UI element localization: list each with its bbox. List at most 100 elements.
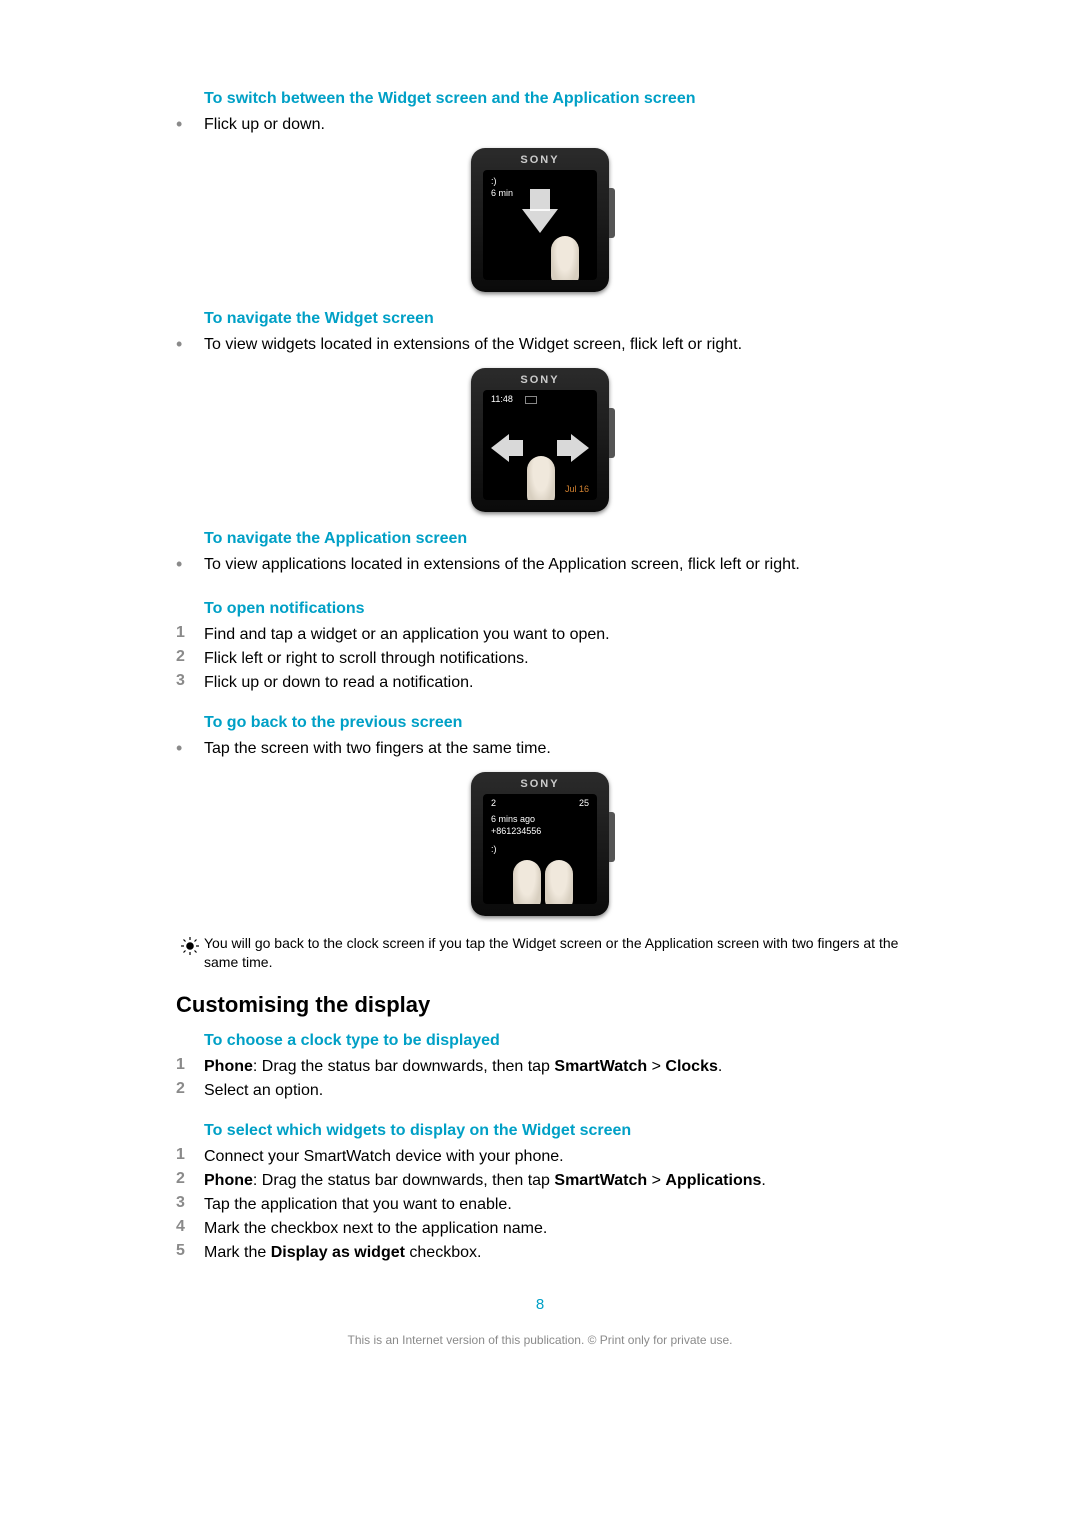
list-item: 1 Find and tap a widget or an applicatio…	[176, 624, 904, 646]
bold-text: SmartWatch	[554, 1172, 647, 1189]
watch-screen: 2 25 6 mins ago +861234556 :)	[483, 794, 597, 904]
step-number: 1	[176, 1056, 204, 1074]
lightbulb-icon	[176, 934, 204, 956]
bullet-icon: •	[176, 554, 204, 574]
step-number: 5	[176, 1242, 204, 1260]
step-number: 3	[176, 1194, 204, 1212]
text: : Drag the status bar downwards, then ta…	[253, 1058, 555, 1075]
arrow-down-icon	[522, 209, 558, 233]
section-title-nav-app: To navigate the Application screen	[204, 530, 904, 548]
list-item: 3 Flick up or down to read a notificatio…	[176, 672, 904, 694]
bullet-item: • Tap the screen with two fingers at the…	[176, 738, 904, 760]
watch-text: 6 min	[491, 188, 513, 198]
section-title-select-widgets: To select which widgets to display on th…	[204, 1122, 904, 1140]
bullet-item: • Flick up or down.	[176, 114, 904, 136]
step-text: Select an option.	[204, 1080, 323, 1102]
watch-brand: SONY	[471, 772, 609, 790]
watch-text: 2	[491, 798, 496, 808]
step-text: Flick up or down to read a notification.	[204, 672, 473, 694]
watch-device: SONY :) 6 min	[471, 148, 609, 292]
bold-text: Display as widget	[271, 1244, 405, 1261]
finger-illustration	[551, 236, 579, 280]
list-item: 2 Flick left or right to scroll through …	[176, 648, 904, 670]
figure-watch-two-finger: SONY 2 25 6 mins ago +861234556 :)	[176, 772, 904, 916]
manual-page: To switch between the Widget screen and …	[0, 0, 1080, 1527]
section-title-choose-clock: To choose a clock type to be displayed	[204, 1032, 904, 1050]
text: .	[718, 1058, 722, 1075]
bold-text: Phone	[204, 1058, 253, 1075]
watch-text: 25	[579, 798, 589, 808]
watch-text: :)	[491, 844, 497, 854]
step-text: Mark the checkbox next to the applicatio…	[204, 1218, 547, 1240]
step-number: 2	[176, 1170, 204, 1188]
tip-text: You will go back to the clock screen if …	[204, 934, 904, 972]
watch-screen: 11:48 Jul 16	[483, 390, 597, 500]
step-number: 1	[176, 1146, 204, 1164]
step-number: 2	[176, 1080, 204, 1098]
watch-text: 11:48	[491, 394, 513, 404]
section-title-nav-widget: To navigate the Widget screen	[204, 310, 904, 328]
list-item: 2 Select an option.	[176, 1080, 904, 1102]
step-number: 1	[176, 624, 204, 642]
text: : Drag the status bar downwards, then ta…	[253, 1172, 555, 1189]
bullet-text: Tap the screen with two fingers at the s…	[204, 738, 551, 760]
tip-block: You will go back to the clock screen if …	[176, 934, 904, 972]
footer-note: This is an Internet version of this publ…	[176, 1333, 904, 1347]
list-item: 1 Connect your SmartWatch device with yo…	[176, 1146, 904, 1168]
watch-text: 6 mins ago	[491, 814, 535, 824]
list-item: 2 Phone: Drag the status bar downwards, …	[176, 1170, 904, 1192]
step-text: Flick left or right to scroll through no…	[204, 648, 529, 670]
watch-text: +861234556	[491, 826, 541, 836]
bullet-text: Flick up or down.	[204, 114, 325, 136]
heading-customising: Customising the display	[176, 992, 904, 1018]
step-text: Tap the application that you want to ena…	[204, 1194, 512, 1216]
step-number: 2	[176, 648, 204, 666]
bold-text: SmartWatch	[554, 1058, 647, 1075]
list-item: 5 Mark the Display as widget checkbox.	[176, 1242, 904, 1264]
text: .	[761, 1172, 765, 1189]
section-title-switch: To switch between the Widget screen and …	[204, 90, 904, 108]
bullet-icon: •	[176, 334, 204, 354]
section-title-go-back: To go back to the previous screen	[204, 714, 904, 732]
finger-illustration	[513, 860, 541, 904]
page-number: 8	[176, 1296, 904, 1313]
finger-illustration	[527, 456, 555, 500]
step-number: 4	[176, 1218, 204, 1236]
bullet-item: • To view applications located in extens…	[176, 554, 904, 576]
watch-device: SONY 11:48 Jul 16	[471, 368, 609, 512]
text: Mark the	[204, 1244, 271, 1261]
step-text: Phone: Drag the status bar downwards, th…	[204, 1170, 766, 1192]
list-item: 3 Tap the application that you want to e…	[176, 1194, 904, 1216]
bullet-icon: •	[176, 738, 204, 758]
figure-watch-flick-leftright: SONY 11:48 Jul 16	[176, 368, 904, 512]
battery-icon	[525, 396, 537, 404]
bold-text: Clocks	[665, 1058, 717, 1075]
arrow-right-icon	[571, 434, 589, 462]
step-text: Find and tap a widget or an application …	[204, 624, 610, 646]
section-title-open-notif: To open notifications	[204, 600, 904, 618]
bullet-text: To view applications located in extensio…	[204, 554, 800, 576]
text: >	[647, 1058, 665, 1075]
watch-screen: :) 6 min	[483, 170, 597, 280]
step-text: Mark the Display as widget checkbox.	[204, 1242, 481, 1264]
bold-text: Phone	[204, 1172, 253, 1189]
figure-watch-flick-updown: SONY :) 6 min	[176, 148, 904, 292]
list-item: 4 Mark the checkbox next to the applicat…	[176, 1218, 904, 1240]
watch-text: Jul 16	[565, 484, 589, 494]
bold-text: Applications	[665, 1172, 761, 1189]
step-number: 3	[176, 672, 204, 690]
step-text: Connect your SmartWatch device with your…	[204, 1146, 564, 1168]
arrow-left-icon	[491, 434, 509, 462]
text: >	[647, 1172, 665, 1189]
step-text: Phone: Drag the status bar downwards, th…	[204, 1056, 722, 1078]
finger-illustration	[545, 860, 573, 904]
bullet-item: • To view widgets located in extensions …	[176, 334, 904, 356]
list-item: 1 Phone: Drag the status bar downwards, …	[176, 1056, 904, 1078]
watch-brand: SONY	[471, 368, 609, 386]
bullet-icon: •	[176, 114, 204, 134]
watch-text: :)	[491, 176, 497, 186]
text: checkbox.	[405, 1244, 481, 1261]
watch-brand: SONY	[471, 148, 609, 166]
bullet-text: To view widgets located in extensions of…	[204, 334, 742, 356]
watch-device: SONY 2 25 6 mins ago +861234556 :)	[471, 772, 609, 916]
